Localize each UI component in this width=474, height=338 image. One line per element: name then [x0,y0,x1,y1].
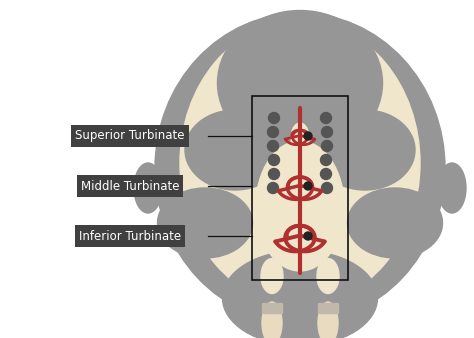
Circle shape [268,169,280,179]
Circle shape [267,141,279,151]
Circle shape [267,126,279,138]
Ellipse shape [157,188,253,258]
Circle shape [268,154,280,166]
Ellipse shape [185,110,285,190]
Bar [252,96,348,280]
Ellipse shape [347,188,443,258]
Circle shape [267,183,279,193]
Circle shape [321,141,332,151]
Ellipse shape [218,10,383,155]
Circle shape [268,113,280,123]
Text: Superior Turbinate: Superior Turbinate [75,129,185,143]
Ellipse shape [155,13,445,323]
Circle shape [320,154,331,166]
Text: Inferior Turbinate: Inferior Turbinate [79,230,181,242]
Ellipse shape [180,21,420,306]
Circle shape [304,132,312,140]
Ellipse shape [256,141,344,271]
Ellipse shape [291,123,309,153]
Ellipse shape [222,250,377,338]
Ellipse shape [262,302,282,338]
Ellipse shape [315,110,415,190]
Ellipse shape [317,259,339,293]
Circle shape [321,126,332,138]
Bar [318,303,338,313]
Circle shape [320,113,331,123]
Bar [262,303,282,313]
Circle shape [304,232,312,240]
Ellipse shape [318,302,338,338]
Circle shape [321,183,332,193]
Ellipse shape [261,259,283,293]
Circle shape [320,169,331,179]
Text: Middle Turbinate: Middle Turbinate [81,179,179,193]
Ellipse shape [134,163,162,213]
Circle shape [304,182,312,190]
Ellipse shape [438,163,466,213]
